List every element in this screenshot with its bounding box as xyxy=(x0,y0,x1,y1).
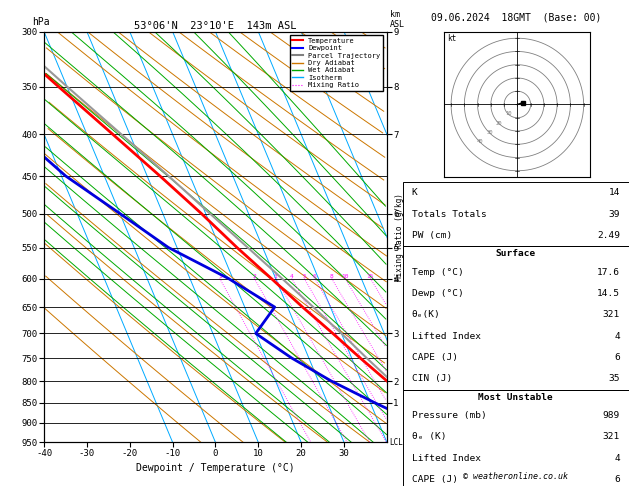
Text: 6: 6 xyxy=(614,353,620,362)
Text: CAPE (J): CAPE (J) xyxy=(411,475,458,484)
Text: 09.06.2024  18GMT  (Base: 00): 09.06.2024 18GMT (Base: 00) xyxy=(431,12,601,22)
Text: 35: 35 xyxy=(608,375,620,383)
Text: 321: 321 xyxy=(603,432,620,441)
Text: 4: 4 xyxy=(614,453,620,463)
X-axis label: Dewpoint / Temperature (°C): Dewpoint / Temperature (°C) xyxy=(136,463,295,473)
Text: 17.6: 17.6 xyxy=(597,268,620,277)
Text: 5: 5 xyxy=(303,274,306,278)
Text: kt: kt xyxy=(447,34,457,43)
Bar xyxy=(403,390,629,486)
Text: 989: 989 xyxy=(603,411,620,420)
Text: θₑ (K): θₑ (K) xyxy=(411,432,446,441)
Text: 4: 4 xyxy=(614,332,620,341)
Text: 10: 10 xyxy=(505,111,511,116)
Text: 39: 39 xyxy=(608,210,620,219)
Text: 2: 2 xyxy=(252,274,256,278)
Bar xyxy=(403,246,629,390)
Text: PW (cm): PW (cm) xyxy=(411,231,452,240)
Text: 2.49: 2.49 xyxy=(597,231,620,240)
Text: 8: 8 xyxy=(330,274,333,278)
Text: 321: 321 xyxy=(603,311,620,319)
Text: Surface: Surface xyxy=(496,249,536,259)
Text: LCL: LCL xyxy=(389,438,403,447)
Text: 1: 1 xyxy=(218,274,221,278)
Bar xyxy=(403,182,629,246)
Title: 53°06'N  23°10'E  143m ASL: 53°06'N 23°10'E 143m ASL xyxy=(134,21,297,31)
Text: 4: 4 xyxy=(290,274,294,278)
Text: 30: 30 xyxy=(486,130,493,135)
Text: Most Unstable: Most Unstable xyxy=(479,393,553,401)
Text: Lifted Index: Lifted Index xyxy=(411,332,481,341)
Text: Temp (°C): Temp (°C) xyxy=(411,268,464,277)
Text: Mixing Ratio (g/kg): Mixing Ratio (g/kg) xyxy=(395,193,404,281)
Text: © weatheronline.co.uk: © weatheronline.co.uk xyxy=(464,472,568,481)
Text: 6: 6 xyxy=(614,475,620,484)
Text: CAPE (J): CAPE (J) xyxy=(411,353,458,362)
Text: K: K xyxy=(411,189,418,197)
Text: 40: 40 xyxy=(477,139,484,144)
Text: 14: 14 xyxy=(608,189,620,197)
Text: 10: 10 xyxy=(342,274,349,278)
Legend: Temperature, Dewpoint, Parcel Trajectory, Dry Adiabat, Wet Adiabat, Isotherm, Mi: Temperature, Dewpoint, Parcel Trajectory… xyxy=(289,35,383,91)
Text: Dewp (°C): Dewp (°C) xyxy=(411,289,464,298)
Text: 20: 20 xyxy=(496,121,502,125)
Text: CIN (J): CIN (J) xyxy=(411,375,452,383)
Text: 15: 15 xyxy=(367,274,374,278)
Text: Pressure (mb): Pressure (mb) xyxy=(411,411,486,420)
Text: 6: 6 xyxy=(313,274,316,278)
Text: hPa: hPa xyxy=(32,17,50,27)
Text: θₑ(K): θₑ(K) xyxy=(411,311,440,319)
Text: 3: 3 xyxy=(274,274,278,278)
Text: Lifted Index: Lifted Index xyxy=(411,453,481,463)
Text: km
ASL: km ASL xyxy=(390,10,405,29)
Text: 14.5: 14.5 xyxy=(597,289,620,298)
Text: Totals Totals: Totals Totals xyxy=(411,210,486,219)
